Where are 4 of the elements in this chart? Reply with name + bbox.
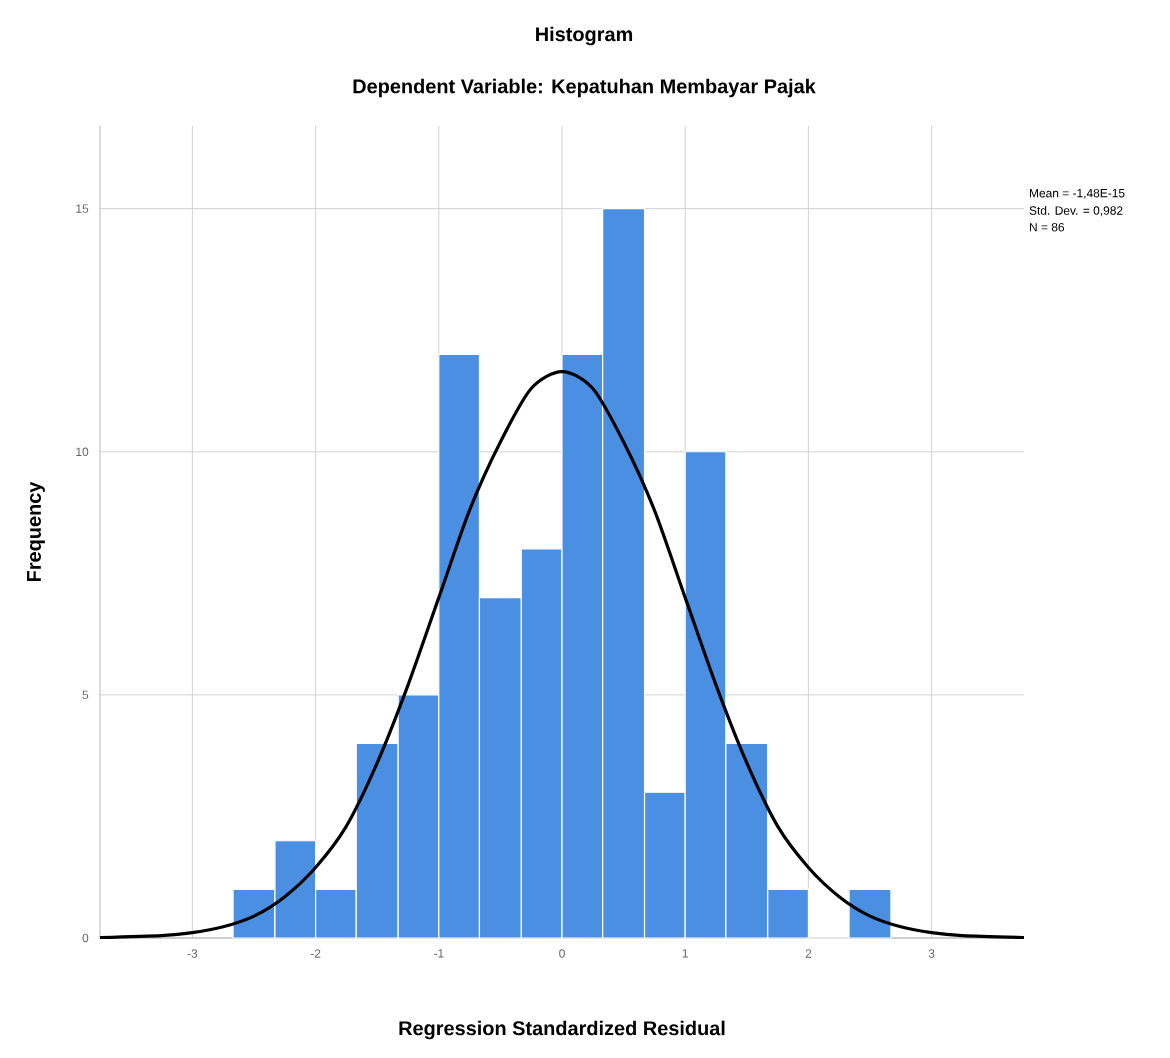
x-axis-title: Regression Standardized Residual [399,1020,725,1040]
chart-subtitle: Dependent Variable: Kepatuhan Membayar Pajak [353,78,816,98]
y-axis-title: Frequency [27,481,45,582]
chart-title: Histogram [536,26,633,46]
